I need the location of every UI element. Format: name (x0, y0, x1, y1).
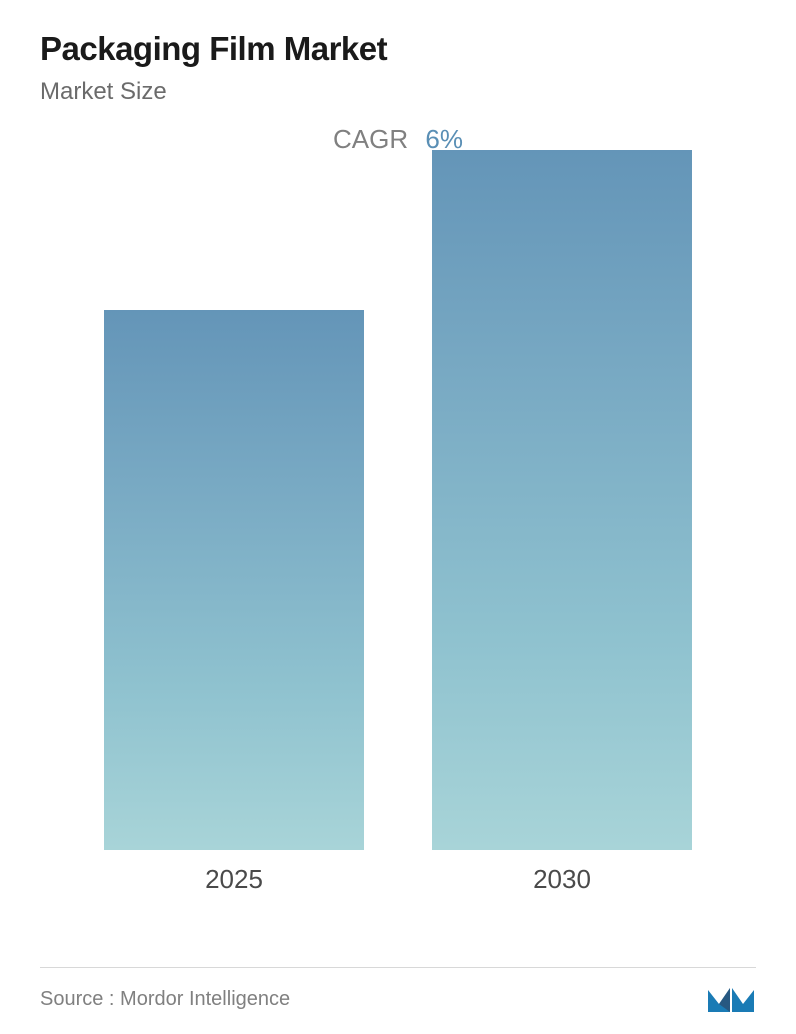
bar-2025 (104, 310, 364, 850)
chart-container: Packaging Film Market Market Size CAGR 6… (0, 0, 796, 1034)
cagr-label: CAGR (333, 124, 408, 154)
bar-group-0: 2025 (104, 310, 364, 895)
chart-title: Packaging Film Market (40, 30, 756, 68)
chart-area: 2025 2030 (40, 175, 756, 895)
source-text: Source : Mordor Intelligence (40, 988, 290, 1011)
mordor-logo-icon (706, 982, 756, 1016)
bar-label-0: 2025 (205, 864, 263, 895)
bar-2030 (432, 150, 692, 850)
footer: Source : Mordor Intelligence (40, 967, 756, 1016)
bar-label-1: 2030 (533, 864, 591, 895)
bar-group-1: 2030 (432, 150, 692, 895)
chart-subtitle: Market Size (40, 78, 756, 106)
